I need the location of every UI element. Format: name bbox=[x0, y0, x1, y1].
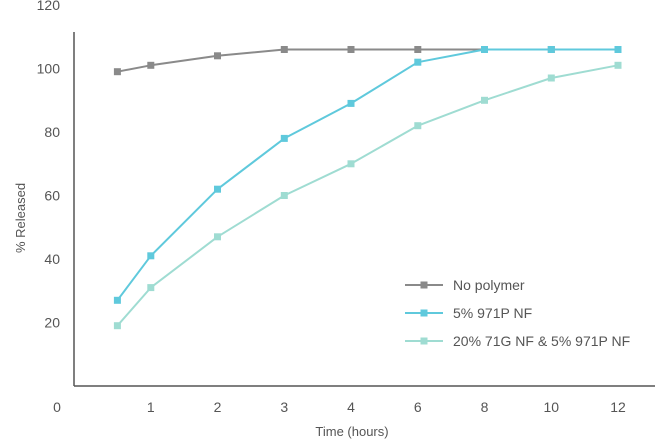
series-2-point-7 bbox=[481, 46, 488, 53]
series-2-point-6 bbox=[414, 58, 422, 66]
y-tick-label-60: 60 bbox=[44, 188, 60, 204]
legend-marker-1 bbox=[420, 281, 428, 289]
legend-marker-3 bbox=[420, 337, 428, 345]
x-tick-label-12: 12 bbox=[610, 399, 626, 415]
series-2-point-4 bbox=[280, 134, 288, 142]
y-tick-label-20: 20 bbox=[44, 315, 60, 331]
x-tick-label-8: 8 bbox=[481, 399, 489, 415]
series-2-point-8 bbox=[547, 46, 555, 53]
x-tick-label-6: 6 bbox=[414, 399, 422, 415]
x-tick-label-0: 0 bbox=[53, 399, 61, 415]
series-3-point-9 bbox=[614, 61, 622, 69]
series-line-2 bbox=[116, 48, 618, 301]
series-3-point-8 bbox=[547, 74, 555, 82]
series-3-point-6 bbox=[414, 122, 422, 130]
series-1-point-4 bbox=[280, 46, 288, 53]
series-2-point-9 bbox=[614, 46, 622, 53]
y-tick-label-80: 80 bbox=[44, 124, 60, 140]
series-2-point-5 bbox=[347, 99, 355, 107]
series-3-point-1 bbox=[113, 322, 121, 330]
series-1-point-3 bbox=[214, 52, 221, 60]
legend-label-3: 20% 71G NF & 5% 971P NF bbox=[453, 333, 630, 349]
series-3-point-4 bbox=[280, 192, 288, 199]
x-tick-label-2: 2 bbox=[214, 399, 222, 415]
x-tick-label-1: 1 bbox=[147, 399, 155, 415]
legend-label-1: No polymer bbox=[453, 277, 525, 293]
y-tick-label-100: 100 bbox=[37, 61, 61, 77]
series-line-1 bbox=[117, 48, 618, 73]
x-axis-title: Time (hours) bbox=[315, 424, 388, 439]
series-3-point-2 bbox=[147, 284, 155, 292]
x-tick-label-4: 4 bbox=[347, 399, 355, 415]
series-2-point-2 bbox=[147, 252, 155, 260]
series-3-point-5 bbox=[347, 160, 355, 168]
x-tick-label-10: 10 bbox=[543, 399, 559, 415]
series-line-3 bbox=[116, 64, 619, 327]
legend-marker-2 bbox=[420, 309, 428, 317]
series-2-point-3 bbox=[214, 185, 221, 193]
y-axis-title: % Released bbox=[13, 183, 28, 253]
series-3-point-7 bbox=[481, 96, 488, 104]
y-tick-label-40: 40 bbox=[44, 251, 60, 267]
series-2-point-1 bbox=[113, 296, 121, 304]
series-1-point-6 bbox=[414, 46, 422, 53]
series-1-point-5 bbox=[347, 46, 355, 53]
y-tick-label-120: 120 bbox=[37, 0, 61, 13]
series-3-point-3 bbox=[214, 233, 221, 241]
series-1-point-1 bbox=[113, 68, 121, 76]
legend-label-2: 5% 971P NF bbox=[453, 305, 532, 321]
series-1-point-2 bbox=[147, 61, 155, 69]
legend: No polymer 5% 971P NF 20% 71G NF & 5% 971P… bbox=[405, 277, 630, 349]
series-layer bbox=[113, 46, 622, 330]
x-tick-label-3: 3 bbox=[280, 399, 288, 415]
